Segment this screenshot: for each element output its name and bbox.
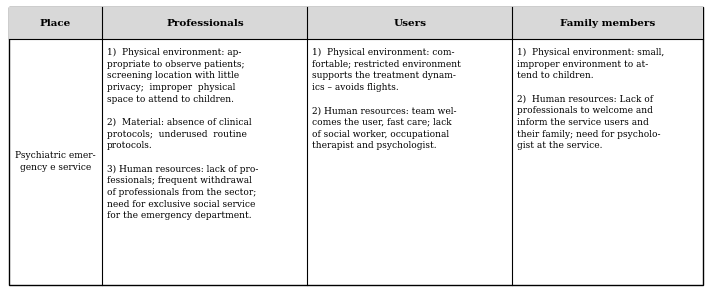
Text: Place: Place bbox=[40, 19, 71, 28]
Text: 1)  Physical environment: com-
fortable; restricted environment
supports the tre: 1) Physical environment: com- fortable; … bbox=[312, 48, 461, 150]
Text: Users: Users bbox=[393, 19, 426, 28]
Text: 1)  Physical environment: small,
improper environment to at-
tend to children.

: 1) Physical environment: small, improper… bbox=[517, 48, 664, 150]
Text: Professionals: Professionals bbox=[166, 19, 244, 28]
Bar bbox=[9, 7, 703, 39]
Text: Family members: Family members bbox=[560, 19, 656, 28]
Text: Psychiatric emer-
gency e service: Psychiatric emer- gency e service bbox=[15, 151, 95, 172]
Text: 1)  Physical environment: ap-
propriate to observe patients;
screening location : 1) Physical environment: ap- propriate t… bbox=[107, 48, 258, 220]
